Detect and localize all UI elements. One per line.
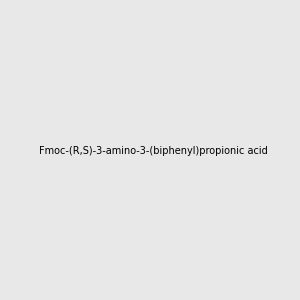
- Text: Fmoc-(R,S)-3-amino-3-(biphenyl)propionic acid: Fmoc-(R,S)-3-amino-3-(biphenyl)propionic…: [39, 146, 268, 157]
